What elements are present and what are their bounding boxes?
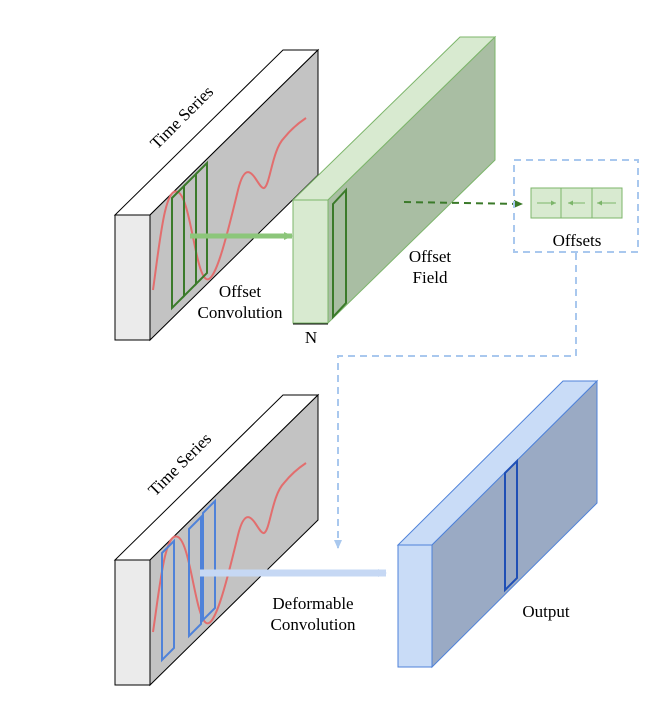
output-label: Output	[522, 602, 570, 621]
offset-field-block	[291, 35, 497, 325]
bottom-time-series-block	[113, 393, 320, 687]
channel-dim-label: N	[305, 328, 317, 347]
offsets-panel: Offsets	[513, 159, 639, 253]
offsets-label: Offsets	[553, 231, 602, 250]
bottom-kernel-frame-1	[161, 538, 175, 663]
deform-conv-label-line1: Deformable	[272, 594, 353, 613]
output-kernel	[504, 458, 518, 593]
offset-conv-label-line2: Convolution	[197, 303, 283, 322]
top-kernel-frame-3	[195, 160, 208, 287]
output-side-face	[431, 379, 598, 669]
offset-conv-label-line1: Offset	[219, 282, 261, 301]
to-offsets-arrow	[403, 199, 523, 208]
output-front-face	[397, 544, 433, 668]
top-time-series-block	[113, 48, 320, 342]
output-block	[396, 379, 599, 669]
bottom-signal-curve	[152, 462, 307, 633]
top-block-front-face	[114, 214, 151, 341]
offsets-to-deform-connector	[334, 253, 577, 549]
offset-field-kernel	[332, 187, 347, 320]
bottom-kernel-frame-2	[188, 514, 202, 639]
offset-field-label-line1: Offset	[409, 247, 451, 266]
bottom-kernel-frame-3	[202, 498, 216, 623]
bottom-block-front-face	[114, 559, 151, 686]
offset-field-label-line2: Field	[413, 268, 448, 287]
deform-conv-label-line2: Convolution	[270, 615, 356, 634]
offsets-dashed-box	[513, 159, 639, 253]
offset-field-side-face	[327, 35, 496, 325]
offset-field-front-face	[292, 199, 329, 324]
bottom-block-side-face	[149, 393, 319, 687]
